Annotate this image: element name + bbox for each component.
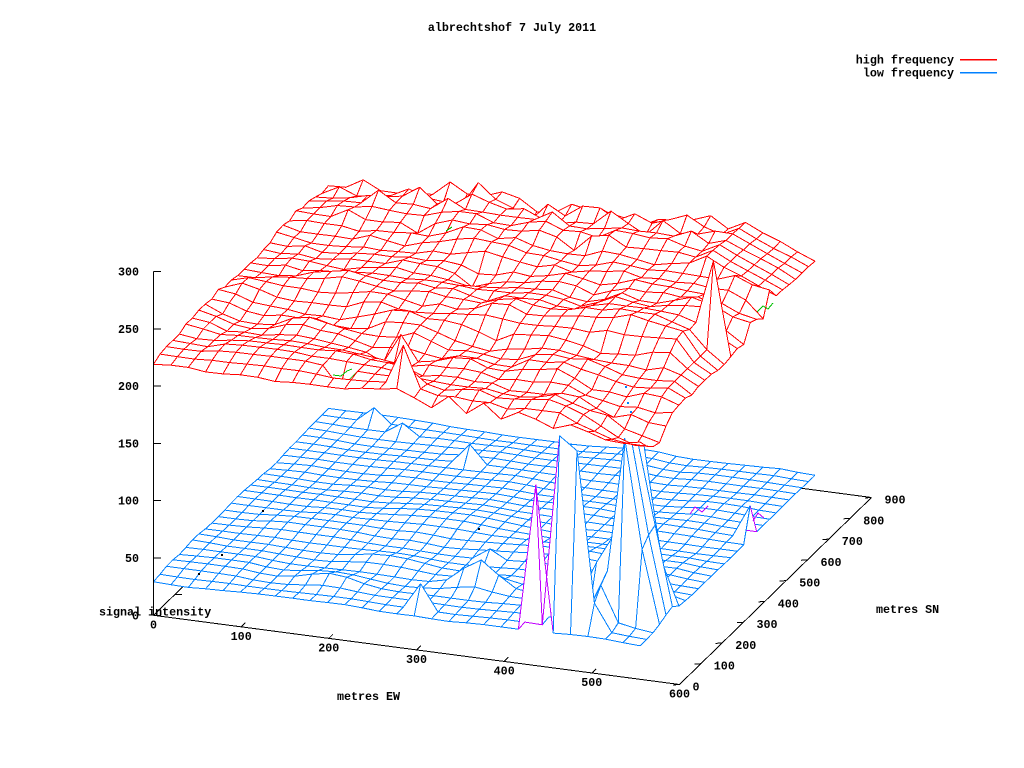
svg-text:700: 700 [842, 535, 863, 549]
svg-text:400: 400 [494, 664, 515, 678]
svg-text:signal intensity: signal intensity [99, 606, 211, 620]
svg-text:50: 50 [125, 552, 139, 566]
svg-text:500: 500 [799, 577, 820, 591]
svg-text:400: 400 [778, 597, 799, 611]
svg-text:high frequency: high frequency [856, 54, 954, 68]
svg-text:600: 600 [821, 556, 842, 570]
svg-text:0: 0 [150, 618, 157, 632]
svg-text:300: 300 [118, 266, 139, 280]
svg-text:600: 600 [669, 688, 690, 702]
svg-text:500: 500 [581, 676, 602, 690]
svg-text:900: 900 [885, 494, 906, 508]
svg-text:800: 800 [863, 514, 884, 528]
svg-text:0: 0 [132, 609, 139, 623]
svg-text:300: 300 [406, 653, 427, 667]
svg-text:100: 100 [714, 660, 735, 674]
svg-text:metres EW: metres EW [337, 690, 401, 704]
svg-text:200: 200 [735, 639, 756, 653]
svg-text:100: 100 [118, 495, 139, 509]
svg-text:100: 100 [231, 630, 252, 644]
svg-text:200: 200 [318, 641, 339, 655]
svg-text:metres SN: metres SN [876, 603, 939, 617]
svg-text:low frequency: low frequency [863, 67, 954, 81]
svg-text:albrechtshof 7 July 2011: albrechtshof 7 July 2011 [428, 21, 596, 35]
svg-text:0: 0 [693, 681, 700, 695]
svg-text:250: 250 [118, 323, 139, 337]
svg-text:150: 150 [118, 437, 139, 451]
svg-text:300: 300 [757, 618, 778, 632]
svg-text:200: 200 [118, 380, 139, 394]
